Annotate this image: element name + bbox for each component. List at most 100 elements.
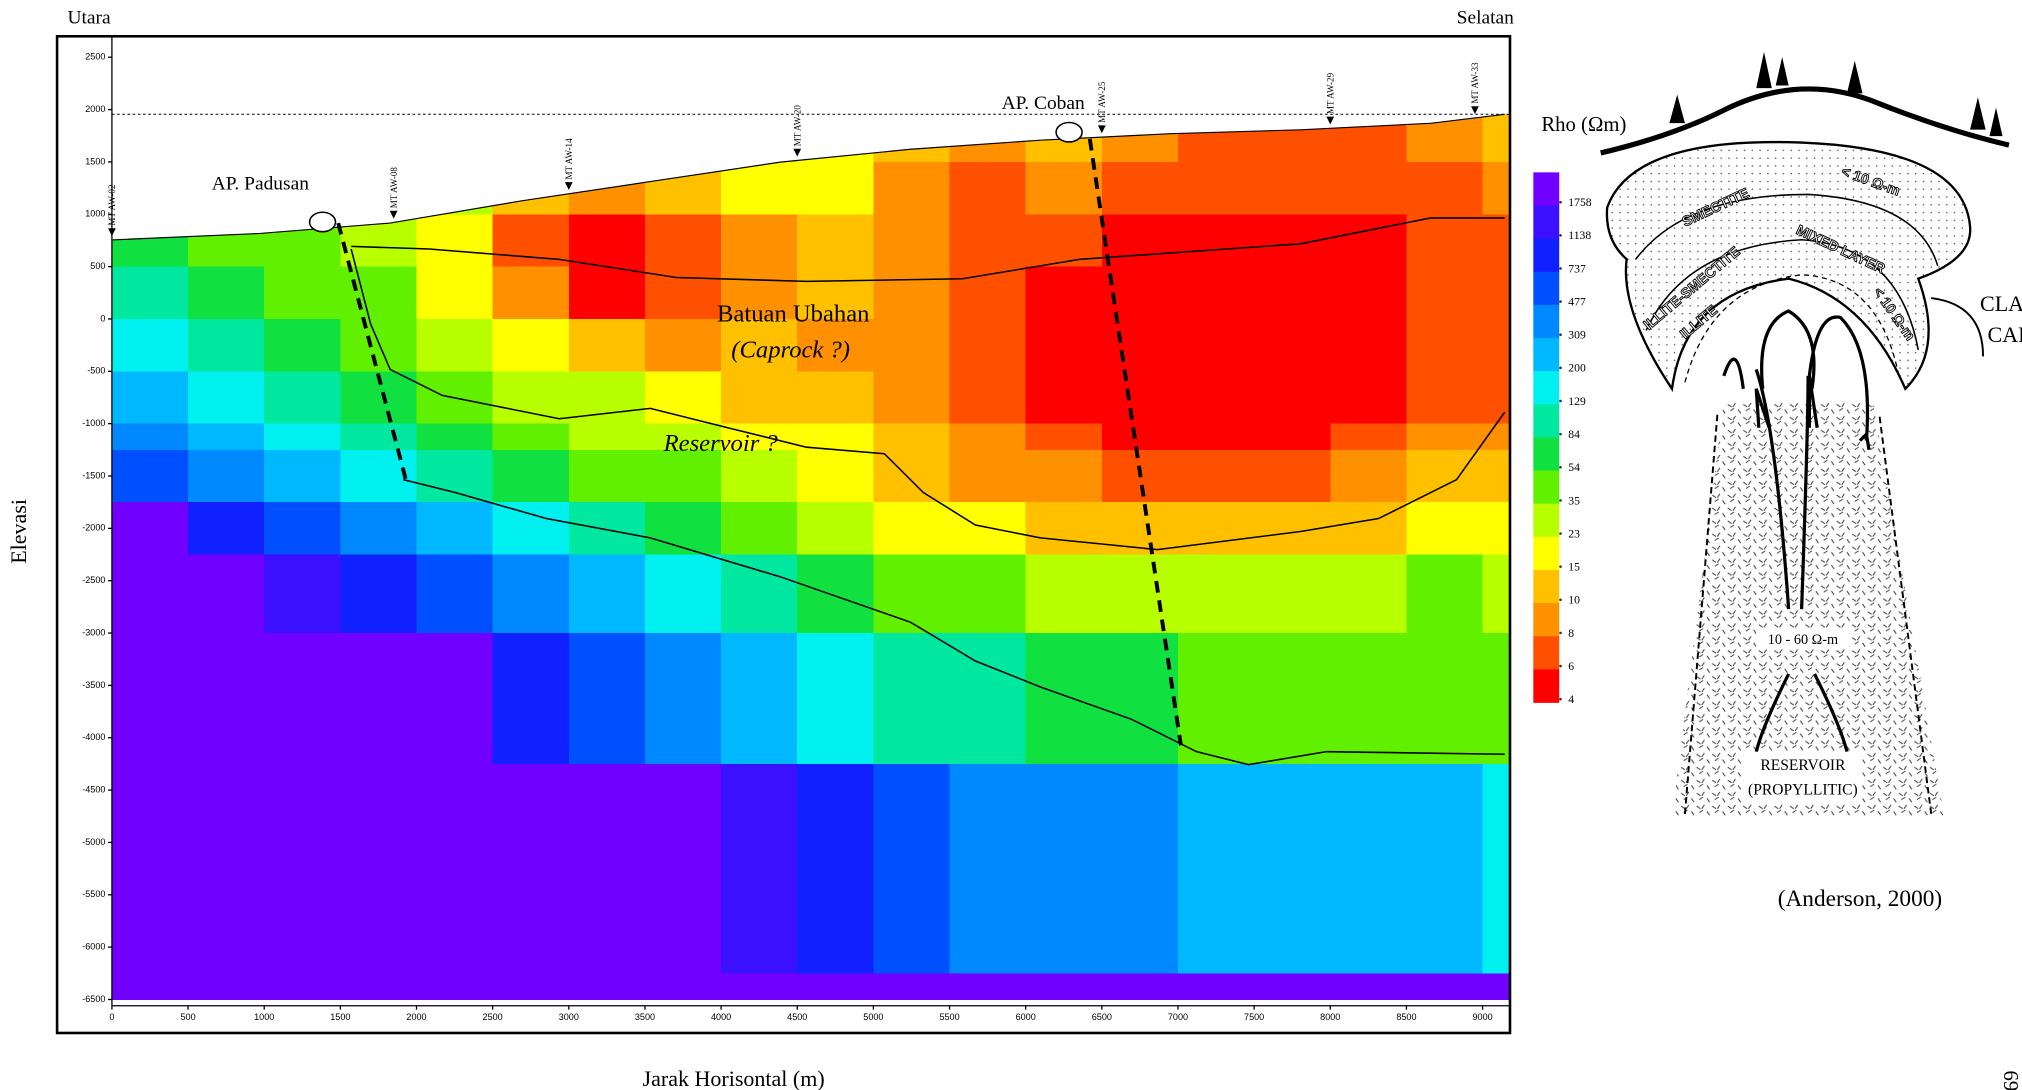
x-axis-label: Jarak Horisontal (m) <box>643 1066 825 1090</box>
cell <box>493 973 570 1000</box>
cell <box>264 764 341 974</box>
cell <box>1026 424 1103 451</box>
cell <box>569 973 646 1000</box>
cell <box>1254 267 1331 320</box>
south-label: Selatan <box>1457 7 1514 28</box>
cell <box>1254 633 1331 764</box>
station-marker <box>1471 106 1479 114</box>
annotation: (Caprock ?) <box>731 337 850 364</box>
cell <box>950 319 1027 372</box>
cell <box>1026 973 1103 1000</box>
cell <box>873 110 950 163</box>
cell <box>1330 319 1407 372</box>
cell <box>1406 110 1483 163</box>
cell <box>188 764 265 974</box>
colorbar-label: 129 <box>1568 395 1586 408</box>
spring-marker <box>1056 123 1082 142</box>
cell <box>1483 764 1511 974</box>
cell <box>493 162 570 215</box>
cell <box>417 267 494 320</box>
x-tick-label: 3500 <box>635 1012 655 1022</box>
cell <box>873 973 950 1000</box>
x-tick-label: 8500 <box>1396 1012 1416 1022</box>
cell <box>112 162 189 215</box>
cell <box>950 973 1027 1000</box>
cell <box>493 267 570 320</box>
cell <box>417 319 494 372</box>
cell <box>417 973 494 1000</box>
cell <box>873 162 950 215</box>
station-marker <box>108 228 116 236</box>
cell <box>1483 110 1511 163</box>
cell <box>417 214 494 267</box>
cell <box>1483 319 1511 372</box>
station-label: MT AW-20 <box>792 105 802 147</box>
cell <box>950 502 1027 555</box>
cell <box>721 110 798 163</box>
cell <box>1178 319 1255 372</box>
cell <box>1254 162 1331 215</box>
y-tick-label: -4500 <box>82 784 105 794</box>
colorbar-tick <box>1559 267 1562 270</box>
x-tick-label: 6500 <box>1092 1012 1112 1022</box>
cell <box>340 555 417 634</box>
x-tick-label: 500 <box>180 1012 195 1022</box>
colorbar-tick <box>1559 598 1562 601</box>
cell <box>417 110 494 163</box>
cell <box>112 633 189 764</box>
figure: 25002000150010005000-500-1000-1500-2000-… <box>0 0 2022 1090</box>
cell <box>1102 162 1179 215</box>
cell <box>721 764 798 974</box>
cell <box>493 110 570 163</box>
cell <box>112 764 189 974</box>
cell <box>1483 502 1511 555</box>
cell <box>1026 555 1103 634</box>
station-label: MT AW-08 <box>389 167 399 209</box>
north-label: Utara <box>67 7 111 28</box>
cell <box>1406 502 1483 555</box>
cell <box>264 633 341 764</box>
cell <box>112 502 189 555</box>
cell <box>1330 214 1407 267</box>
colorbar-label: 6 <box>1568 660 1574 673</box>
cell <box>797 555 874 634</box>
cell <box>340 633 417 764</box>
cell <box>873 764 950 974</box>
colorbar-label: 309 <box>1568 329 1586 342</box>
page-number: 69 <box>1999 1071 2021 1090</box>
y-tick-label: -3500 <box>82 680 105 690</box>
colorbar-swatch <box>1533 239 1559 273</box>
y-tick-label: -6500 <box>82 994 105 1004</box>
station-marker <box>793 149 801 157</box>
colorbar-tick <box>1559 201 1562 204</box>
station-marker <box>1098 125 1106 133</box>
colorbar-label: 23 <box>1568 527 1580 540</box>
station-label: MT AW-02 <box>107 184 117 226</box>
y-tick-label: 0 <box>100 313 105 323</box>
colorbar-tick <box>1559 466 1562 469</box>
colorbar-swatch <box>1533 272 1559 306</box>
cell <box>1178 424 1255 451</box>
spring-marker <box>310 212 336 231</box>
x-tick-label: 5500 <box>939 1012 959 1022</box>
annotation: Reservoir ? <box>663 430 779 457</box>
cell <box>1178 502 1255 555</box>
cell <box>1102 555 1179 634</box>
y-tick-label: 1000 <box>85 209 105 219</box>
cell <box>797 450 874 503</box>
colorbar-tick <box>1559 499 1562 502</box>
spring-label: AP. Coban <box>1002 93 1085 114</box>
cell <box>1406 424 1483 451</box>
cell <box>1254 424 1331 451</box>
cell <box>950 450 1027 503</box>
diagram-label: CAP <box>1988 322 2022 347</box>
cell <box>1483 450 1511 503</box>
colorbar-tick <box>1559 400 1562 403</box>
cell <box>645 162 722 215</box>
cell <box>645 764 722 974</box>
cell <box>1102 973 1179 1000</box>
cell <box>417 162 494 215</box>
y-tick-label: -1500 <box>82 470 105 480</box>
cell <box>188 214 265 267</box>
cell <box>721 555 798 634</box>
